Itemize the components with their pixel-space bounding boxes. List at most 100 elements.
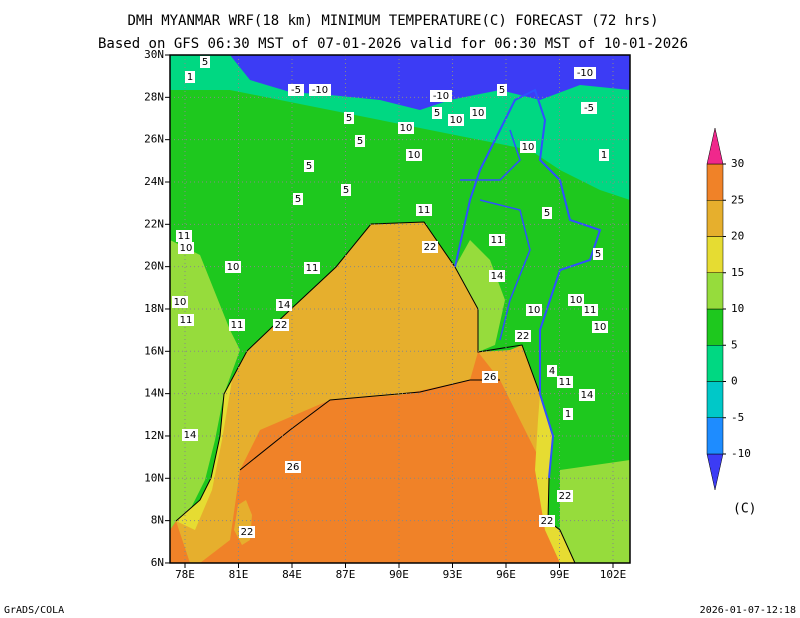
colorbar-label: 15 <box>731 266 744 279</box>
contour-label: 5 <box>343 185 349 196</box>
contour-label-bg <box>582 304 598 316</box>
lat-tick-label: 12N <box>144 429 164 442</box>
colorbar-label: 0 <box>731 375 738 388</box>
colorbar-segment <box>706 345 724 382</box>
contour-label: 10 <box>227 262 240 273</box>
contour-label: -10 <box>312 85 328 96</box>
contour-label-bg <box>497 84 507 96</box>
border <box>479 199 531 341</box>
contour-label: 22 <box>517 331 530 342</box>
subtitle: Based on GFS 06:30 MST of 07-01-2026 val… <box>98 36 688 52</box>
contour-label: 10 <box>400 123 413 134</box>
contour-label-bg <box>185 71 195 83</box>
contour-label-bg <box>574 67 596 79</box>
contour-label-bg <box>239 526 255 538</box>
lat-tick-label: 20N <box>144 260 164 273</box>
border <box>460 129 521 181</box>
contour-label-bg <box>285 461 301 473</box>
contour-label-bg <box>304 262 320 274</box>
contour-label: 10 <box>472 108 485 119</box>
contour-label: 14 <box>184 430 197 441</box>
contour-label-bg <box>176 230 192 242</box>
lon-tick-label: 90E <box>389 568 409 581</box>
contour-label-bg <box>579 389 595 401</box>
lat-tick-label: 8N <box>151 514 164 527</box>
colorbar-segment <box>706 308 724 346</box>
contour-label-bg <box>288 84 304 96</box>
contour-label: 10 <box>594 322 607 333</box>
lat-tick-label: 24N <box>144 175 164 188</box>
contour-label-bg <box>341 184 351 196</box>
contour-label: 10 <box>180 243 193 254</box>
contour-label: 5 <box>595 249 601 260</box>
contour-label-bg <box>482 371 498 383</box>
highland-region <box>230 55 630 110</box>
contour-label-bg <box>355 135 365 147</box>
contour-label-bg <box>304 160 314 172</box>
contour-label: 5 <box>346 113 352 124</box>
contour-label-bg <box>592 321 608 333</box>
contour-label: 22 <box>424 242 437 253</box>
contour-label: 5 <box>202 57 208 68</box>
contour-label-bg <box>273 319 289 331</box>
contour-label: 22 <box>241 527 254 538</box>
bay-region <box>176 222 478 563</box>
contour-label: 14 <box>278 300 291 311</box>
contour-label-bg <box>344 112 354 124</box>
contour-label-bg <box>276 299 292 311</box>
contour-label: 14 <box>491 271 504 282</box>
contour-label-bg <box>489 234 505 246</box>
title: DMH MYANMAR WRF(18 km) MINIMUM TEMPERATU… <box>127 13 658 29</box>
colorbar-unit: (C) <box>733 502 756 517</box>
contour-label-bg <box>432 107 442 119</box>
contour-label-bg <box>200 56 210 68</box>
lat-tick-label: 28N <box>144 90 164 103</box>
colorbar-segment <box>706 417 724 455</box>
contour-line <box>239 379 500 471</box>
contour-label-bg <box>563 408 573 420</box>
contour-label: -5 <box>584 103 594 114</box>
contour-label-bg <box>557 490 573 502</box>
contour-label-bg <box>229 319 245 331</box>
contour-label: -10 <box>577 68 593 79</box>
contour-label-bg <box>515 330 531 342</box>
contour-label: 11 <box>178 231 191 242</box>
contour-label-bg <box>557 376 573 388</box>
contour-label: 1 <box>565 409 571 420</box>
contour-label-bg <box>178 314 194 326</box>
contour-label: 5 <box>306 161 312 172</box>
lat-tick-label: 16N <box>144 344 164 357</box>
lat-tick-label: 26N <box>144 133 164 146</box>
lat-tick-label: 18N <box>144 302 164 315</box>
contour-label: 10 <box>450 115 463 126</box>
contour-label-bg <box>448 114 464 126</box>
contour-label-bg <box>225 261 241 273</box>
land-region <box>455 240 505 352</box>
contour-label: 4 <box>549 366 555 377</box>
contour-label: 1 <box>187 72 193 83</box>
lon-tick-label: 96E <box>496 568 516 581</box>
contour-label-bg <box>416 204 432 216</box>
contour-label-bg <box>599 149 609 161</box>
lon-tick-label: 102E <box>600 568 627 581</box>
contour-label: 11 <box>180 315 193 326</box>
contour-label-bg <box>293 193 303 205</box>
lat-tick-label: 6N <box>151 556 164 569</box>
lat-tick-label: 10N <box>144 471 164 484</box>
contour-label: 10 <box>522 142 535 153</box>
lat-tick-label: 22N <box>144 217 164 230</box>
contour-label-bg <box>526 304 542 316</box>
contour-label-bg <box>406 149 422 161</box>
contour-label-bg <box>489 270 505 282</box>
colorbar-extension <box>706 453 724 491</box>
land-region <box>560 460 630 563</box>
andaman-region <box>478 345 553 478</box>
contour-label: -10 <box>433 91 449 102</box>
colorbar-extension <box>706 127 724 165</box>
contour-label-bg <box>581 102 597 114</box>
contour-label: 11 <box>491 235 504 246</box>
contour-label: 10 <box>528 305 541 316</box>
border <box>454 88 602 479</box>
contour-label: 11 <box>418 205 431 216</box>
